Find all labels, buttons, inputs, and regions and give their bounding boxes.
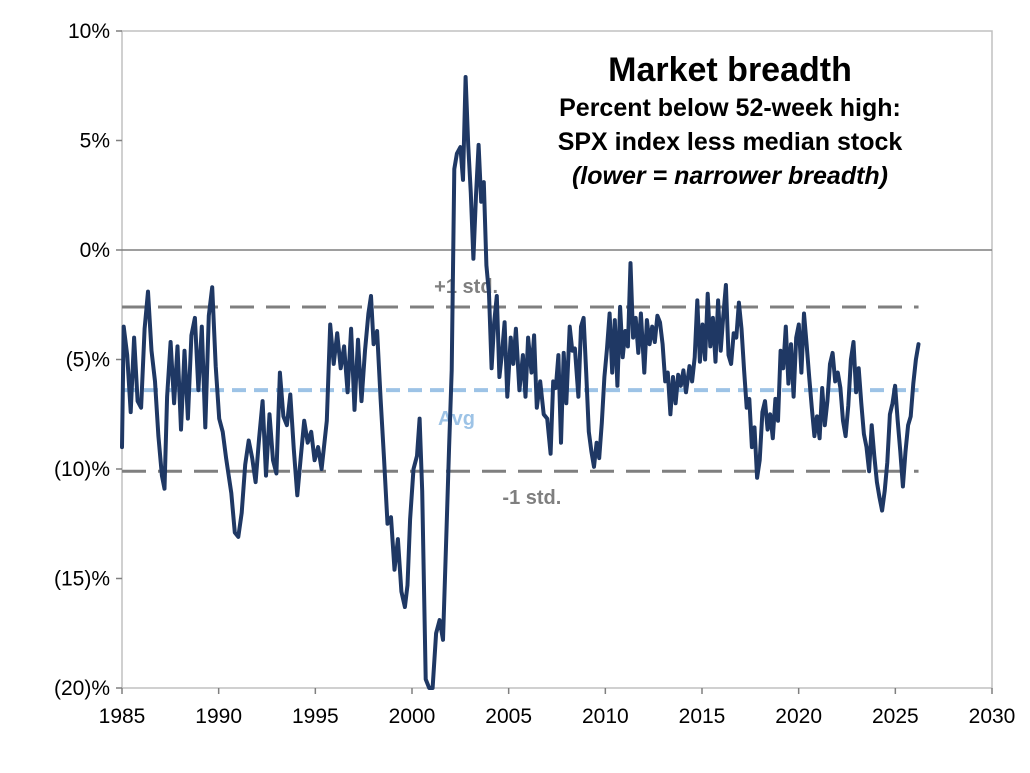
y-axis: 10% 5% 0% (5)% (10)% (15)% (20)% <box>54 20 992 700</box>
ref-label-0: +1 std. <box>434 276 498 298</box>
x-tick-label-4: 2005 <box>485 705 532 728</box>
x-tick-label-5: 2010 <box>582 705 629 728</box>
x-axis: 1985 1990 1995 2000 2005 2010 2015 2020 2025 2030 <box>99 688 1016 728</box>
y-tick-label-0: 10% <box>68 20 110 43</box>
x-tick-label-6: 2015 <box>679 705 726 728</box>
y-tick-label-2: 0% <box>80 239 110 262</box>
x-tick-label-3: 2000 <box>389 705 436 728</box>
y-tick-label-3: (5)% <box>66 349 110 372</box>
y-tick-label-5: (15)% <box>54 568 110 591</box>
y-tick-label-1: 5% <box>80 130 110 153</box>
x-tick-label-7: 2020 <box>775 705 822 728</box>
ref-label-2: -1 std. <box>502 487 561 509</box>
chart-subtitle-line-2: SPX index less median stock <box>558 128 903 156</box>
ref-label-1: Avg <box>438 408 475 430</box>
y-tick-label-4: (10)% <box>54 458 110 481</box>
x-tick-label-1: 1990 <box>195 705 242 728</box>
y-tick-label-6: (20)% <box>54 677 110 700</box>
title-block: Market breadth Percent below 52-week hig… <box>558 51 903 190</box>
x-tick-label-0: 1985 <box>99 705 146 728</box>
series-line-0 <box>120 75 921 690</box>
chart-title: Market breadth <box>608 51 852 89</box>
x-tick-label-9: 2030 <box>969 705 1016 728</box>
chart-note: (lower = narrower breadth) <box>572 162 888 190</box>
chart-subtitle-line-1: Percent below 52-week high: <box>559 94 901 122</box>
series-layer <box>120 75 921 690</box>
x-tick-label-2: 1995 <box>292 705 339 728</box>
x-tick-label-8: 2025 <box>872 705 919 728</box>
